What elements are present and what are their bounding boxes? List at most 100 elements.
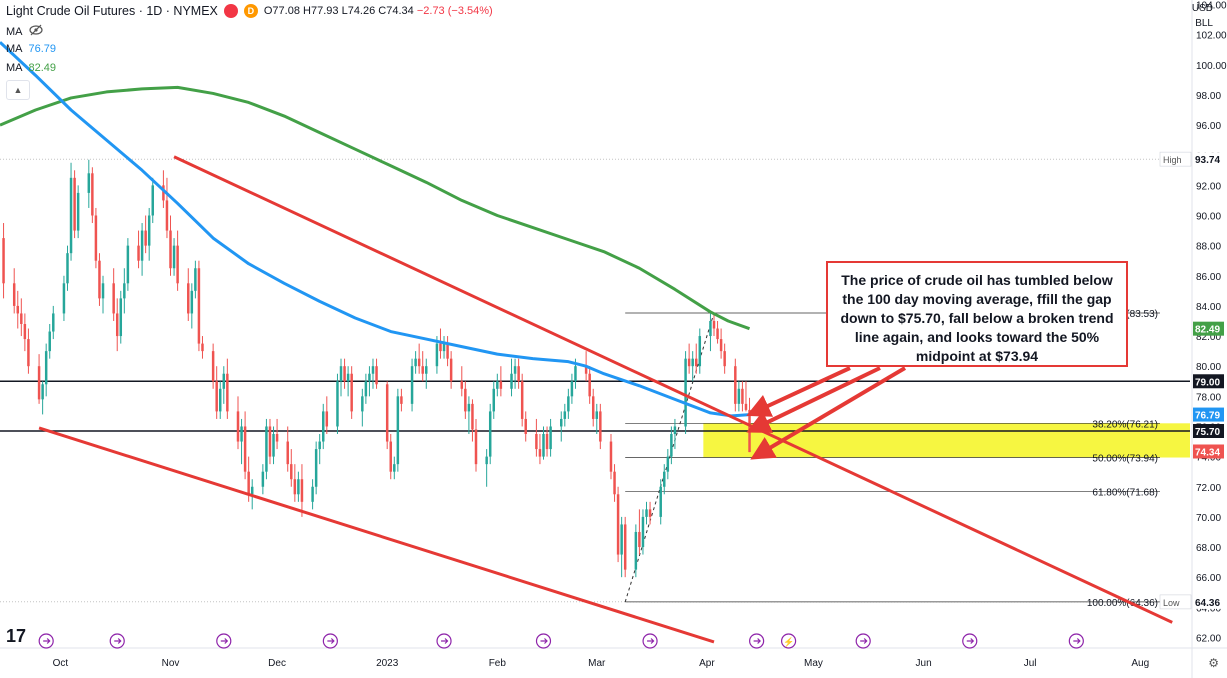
annotation-arrow	[750, 366, 907, 460]
eye-crossed-icon[interactable]	[28, 24, 43, 39]
candle	[524, 411, 527, 442]
fib-label: 38.20%(76.21)	[1092, 419, 1158, 430]
candle-body	[425, 366, 428, 374]
candle	[226, 358, 229, 419]
market-closed-dot-icon[interactable]	[223, 4, 238, 18]
price-tag-bg	[1193, 407, 1224, 422]
candle	[346, 366, 350, 397]
candle-body	[123, 283, 126, 299]
candle	[567, 388, 570, 419]
currency-label[interactable]: USD	[1191, 3, 1213, 14]
candle-body	[634, 531, 638, 570]
time-tick-label: Feb	[489, 658, 507, 669]
symbol-title[interactable]: Light Crude Oil Futures · 1D · NYMEX	[6, 4, 218, 18]
ma100-line	[0, 41, 750, 418]
candle	[20, 298, 23, 337]
candle	[393, 456, 396, 480]
candle-body	[247, 471, 250, 495]
candle-body	[712, 320, 716, 329]
candle	[563, 403, 567, 427]
candle	[684, 351, 687, 435]
candle	[716, 320, 719, 344]
candle-body	[510, 373, 513, 389]
candle	[37, 354, 41, 404]
candle-body	[687, 358, 691, 367]
candle	[560, 411, 563, 442]
tradingview-logo-icon[interactable]: 17	[6, 626, 27, 646]
candle	[414, 351, 417, 374]
candle-body	[165, 200, 169, 231]
candle-body	[243, 426, 247, 472]
candle-body	[297, 479, 300, 495]
extreme-tag-text: High	[1163, 155, 1182, 165]
candle	[311, 479, 314, 510]
unit-label[interactable]: BLL	[1195, 18, 1213, 29]
candle	[599, 403, 602, 450]
annotation-arrow	[746, 366, 851, 417]
time-tick-label: Nov	[162, 658, 180, 669]
ma-row-hidden[interactable]: MA	[6, 24, 43, 39]
candle	[570, 373, 574, 404]
candle-body	[723, 351, 726, 367]
event-glyph	[647, 638, 655, 644]
candle	[222, 366, 226, 404]
candle	[634, 524, 638, 578]
candle-body	[648, 509, 652, 517]
price-tag-text: 79.00	[1195, 377, 1220, 388]
candle-body	[591, 396, 595, 419]
candle	[147, 207, 151, 261]
price-tick-label: 80.00	[1196, 362, 1221, 373]
candle-body	[744, 403, 748, 410]
price-tag-text: 76.79	[1195, 411, 1220, 422]
candle	[243, 411, 247, 480]
candle-body	[439, 343, 442, 352]
candle	[293, 464, 297, 502]
earnings-event-icon	[109, 633, 125, 649]
price-tag-text: 75.70	[1195, 427, 1220, 438]
candle-body	[613, 471, 616, 495]
candle-body	[709, 320, 712, 337]
candle	[76, 185, 80, 239]
candle-body	[112, 283, 115, 314]
ma-row-100[interactable]: MA 76.79	[6, 43, 56, 55]
candle	[339, 358, 343, 397]
candle	[591, 388, 595, 427]
candle-body	[336, 381, 339, 427]
candle-body	[162, 185, 165, 201]
indicator-price-tag: 76.79	[1193, 407, 1224, 422]
price-tick-label: 88.00	[1196, 242, 1221, 253]
candle	[350, 366, 353, 419]
event-glyph	[1073, 638, 1081, 644]
candle-body	[414, 358, 417, 367]
candle-body	[250, 486, 254, 495]
candle	[542, 426, 545, 460]
candle-body	[517, 366, 520, 382]
ma-row-200[interactable]: MA 82.49	[6, 62, 56, 74]
upper-trend-line	[173, 155, 1173, 624]
candle-body	[197, 268, 201, 344]
candle	[69, 162, 73, 261]
candle	[297, 471, 300, 502]
annotation-arrow	[746, 366, 881, 433]
gear-icon[interactable]: ⚙	[1208, 656, 1219, 670]
candle-body	[314, 449, 318, 487]
candle	[545, 426, 549, 457]
delayed-data-d-icon[interactable]: D	[243, 4, 258, 18]
ohlc-low: L74.26	[341, 5, 376, 17]
candle-body	[716, 328, 719, 340]
candle	[694, 343, 698, 374]
candle-body	[496, 381, 499, 389]
candle-body	[69, 177, 73, 254]
extreme-price-tag: 64.36	[1193, 594, 1224, 609]
candle-body	[76, 192, 80, 231]
candle	[648, 501, 652, 525]
earnings-event-icon	[749, 633, 765, 649]
ma-label: MA	[6, 62, 23, 74]
candle	[510, 358, 513, 397]
collapse-legend-chevron-icon[interactable]: ▲	[6, 80, 30, 100]
candle-body	[524, 418, 527, 435]
candle-body	[268, 426, 272, 457]
candle-body	[563, 411, 567, 419]
candle	[27, 328, 30, 374]
